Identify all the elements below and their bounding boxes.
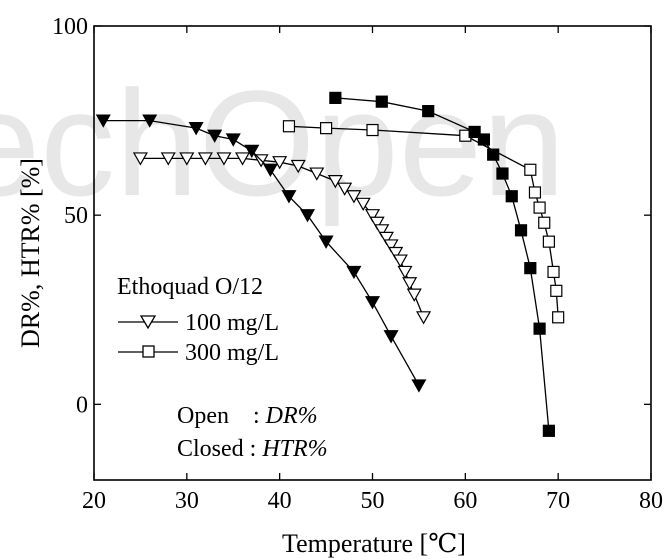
x-tick-label: 20: [82, 488, 106, 514]
data-point: [369, 216, 385, 230]
data-point: [552, 311, 565, 324]
data-point: [319, 122, 333, 135]
data-point: [290, 159, 306, 174]
data-point: [281, 190, 297, 204]
x-tick-label: 70: [546, 488, 570, 514]
data-point: [402, 277, 418, 291]
data-point: [411, 379, 427, 393]
data-point: [533, 322, 546, 335]
data-point: [383, 239, 399, 253]
series-2: [282, 120, 565, 324]
data-point: [550, 284, 563, 297]
data-point: [272, 156, 288, 170]
data-point: [496, 167, 509, 180]
data-point: [422, 105, 435, 118]
note-open-prefix: Open :: [177, 403, 266, 429]
data-point: [364, 296, 381, 310]
x-tick-label: 60: [453, 488, 477, 514]
data-point: [309, 167, 325, 181]
legend-label-100: 100 mg/L: [185, 310, 279, 336]
data-point: [406, 288, 422, 302]
y-tick-label: 100: [52, 14, 88, 40]
data-point: [142, 114, 158, 128]
data-point: [383, 330, 399, 344]
data-point: [547, 265, 560, 279]
x-tick-label: 40: [268, 488, 292, 514]
legend: Ethoquad O/12 100 mg/L 300 mg/L: [117, 274, 279, 366]
data-point: [244, 144, 260, 159]
data-point: [378, 231, 394, 246]
data-point: [197, 152, 213, 166]
data-point: [235, 152, 251, 166]
data-point: [299, 209, 316, 223]
data-point: [329, 91, 342, 104]
data-point: [514, 224, 528, 237]
data-point: [364, 209, 381, 223]
data-point: [542, 235, 555, 248]
data-point: [388, 246, 404, 261]
series-1: [95, 114, 427, 393]
x-axis-label: Temperature [℃]: [282, 529, 466, 558]
legend-label-300: 300 mg/L: [185, 340, 279, 366]
y-axis-label: DR%, HTR% [%]: [16, 158, 45, 348]
x-tick-label: 50: [361, 488, 385, 514]
data-point: [366, 123, 379, 137]
data-point: [524, 262, 537, 275]
series-0: [132, 152, 432, 325]
note-open: Open : DR%: [177, 403, 318, 429]
data-point: [375, 95, 388, 108]
data-point: [337, 182, 353, 196]
note-open-value: DR%: [265, 403, 318, 429]
marker-note: Open : DR% Closed : HTR%: [177, 403, 328, 462]
data-point: [179, 152, 195, 166]
series-line: [335, 97, 550, 431]
data-point: [505, 190, 518, 203]
data-point: [262, 163, 278, 177]
note-closed-value: HTR%: [261, 436, 327, 462]
note-closed: Closed : HTR%: [177, 436, 328, 462]
x-tick-label: 30: [175, 488, 199, 514]
data-point: [374, 224, 390, 238]
data-point: [528, 186, 542, 199]
data-point: [207, 129, 223, 143]
series-layer: [95, 91, 565, 437]
data-point: [542, 424, 555, 437]
legend-entry-300: 300 mg/L: [118, 340, 279, 366]
data-point: [95, 114, 111, 128]
y-tick-label: 50: [64, 203, 88, 229]
data-point: [216, 152, 232, 166]
data-point: [225, 133, 241, 147]
data-point: [355, 197, 371, 212]
legend-marker-triangle-open: [139, 315, 157, 330]
data-point: [392, 254, 408, 268]
data-point: [538, 216, 551, 229]
legend-entry-100: 100 mg/L: [118, 310, 279, 336]
x-tick-label: 80: [639, 488, 663, 514]
axis-ticks: 20 30 40 50 60 70 80 0 50 100: [52, 14, 663, 514]
data-point: [487, 148, 500, 161]
data-point: [524, 163, 537, 176]
data-point: [188, 122, 204, 136]
legend-marker-square-open: [142, 345, 155, 358]
data-point: [477, 133, 490, 146]
data-point: [318, 235, 334, 249]
data-point: [282, 120, 296, 133]
note-closed-prefix: Closed :: [177, 436, 262, 462]
data-point: [346, 265, 362, 280]
data-point: [132, 152, 148, 166]
y-tick-label: 0: [76, 392, 88, 418]
legend-title: Ethoquad O/12: [117, 274, 263, 300]
data-point: [416, 311, 432, 325]
data-point: [327, 175, 343, 189]
data-point: [160, 152, 176, 166]
data-point: [468, 125, 481, 139]
data-point: [533, 201, 546, 214]
data-point: [346, 190, 362, 204]
data-point: [397, 265, 413, 280]
series-3: [329, 91, 555, 437]
